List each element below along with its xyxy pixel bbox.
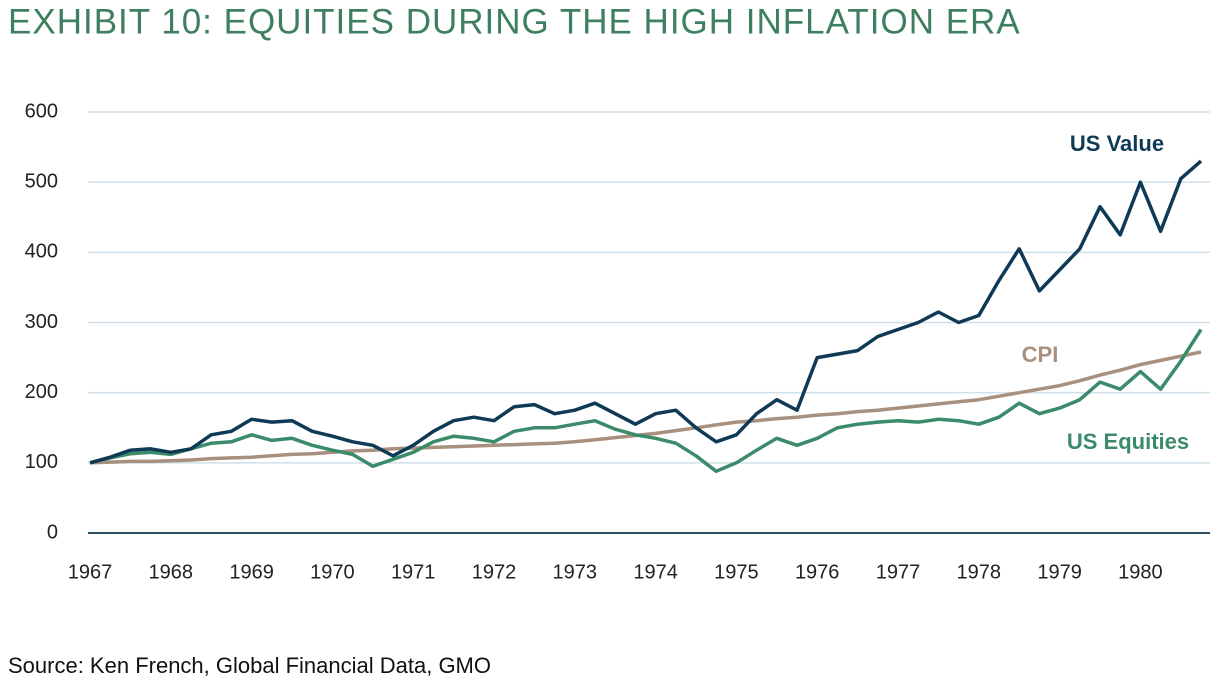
chart-title: EXHIBIT 10: EQUITIES DURING THE HIGH INF…	[8, 2, 1021, 41]
x-tick-label: 1978	[957, 561, 1002, 583]
series-line	[89, 328, 1203, 474]
x-tick-label: 1969	[229, 561, 274, 583]
x-tick-label: 1976	[795, 561, 840, 583]
y-tick-label: 300	[25, 311, 58, 333]
y-tick-label: 400	[25, 241, 58, 263]
series-line	[89, 350, 1202, 465]
series-label: CPI	[1022, 342, 1059, 367]
series-line	[89, 159, 1203, 465]
x-tick-label: 1972	[472, 561, 517, 583]
x-tick-label: 1979	[1037, 561, 1082, 583]
y-tick-label: 500	[25, 170, 58, 192]
x-tick-label: 1973	[553, 561, 598, 583]
x-tick-label: 1980	[1118, 561, 1163, 583]
y-tick-label: 0	[47, 521, 58, 543]
series-label: US Value	[1070, 131, 1164, 156]
y-tick-label: 100	[25, 451, 58, 473]
x-tick-label: 1968	[149, 561, 194, 583]
x-tick-label: 1977	[876, 561, 921, 583]
x-tick-label: 1971	[391, 561, 436, 583]
source-note: Source: Ken French, Global Financial Dat…	[8, 653, 491, 678]
x-tick-label: 1975	[714, 561, 759, 583]
y-tick-label: 600	[25, 100, 58, 122]
series-label: US Equities	[1067, 429, 1189, 454]
x-tick-label: 1970	[310, 561, 355, 583]
x-tick-label: 1967	[68, 561, 113, 583]
y-tick-label: 200	[25, 381, 58, 403]
x-tick-label: 1974	[633, 561, 678, 583]
